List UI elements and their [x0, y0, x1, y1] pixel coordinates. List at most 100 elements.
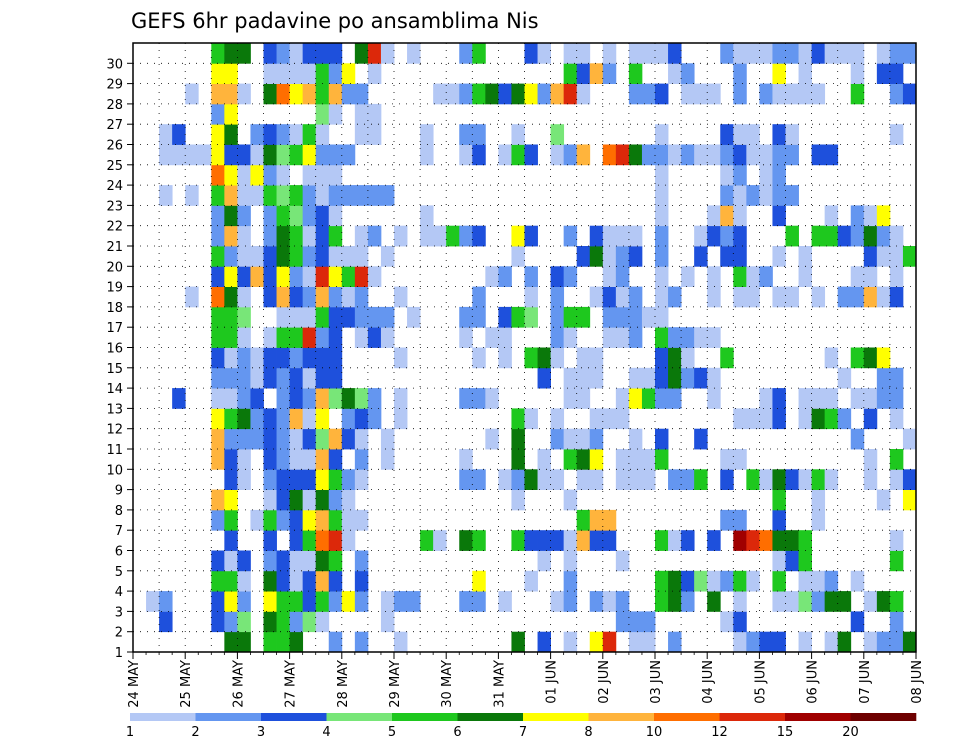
heatmap-cell: [707, 388, 721, 409]
heatmap-cell: [302, 611, 317, 633]
heatmap-cell: [628, 43, 643, 64]
heatmap-cell: [668, 144, 682, 166]
heatmap-cell: [772, 570, 786, 592]
heatmap-cell: [811, 469, 826, 490]
heatmap-cell: [811, 286, 826, 308]
heatmap-cell: [524, 144, 538, 166]
heatmap-cell: [276, 550, 290, 572]
heatmap-cell: [550, 286, 565, 308]
heatmap-cell: [472, 388, 486, 409]
heatmap-cell: [315, 570, 330, 592]
colorbar-label: 8: [584, 725, 592, 740]
heatmap-cell: [302, 164, 317, 186]
heatmap-cell: [524, 286, 538, 308]
heatmap-cell: [681, 327, 695, 348]
heatmap-cell: [707, 225, 721, 247]
heatmap-cell: [341, 185, 356, 206]
heatmap-cell: [537, 550, 551, 572]
heatmap-cell: [655, 83, 669, 105]
heatmap-cell: [798, 63, 812, 84]
heatmap-cell: [902, 469, 917, 490]
heatmap-cell: [407, 306, 421, 328]
heatmap-cell: [354, 428, 369, 450]
heatmap-cell: [446, 83, 460, 105]
heatmap-cell: [733, 449, 747, 470]
heatmap-cell: [694, 367, 708, 389]
heatmap-cell: [537, 347, 551, 369]
heatmap-cell: [289, 83, 304, 105]
heatmap-cell: [589, 631, 604, 653]
heatmap-cell: [485, 388, 499, 409]
heatmap-cell: [563, 530, 578, 551]
heatmap-cell: [263, 43, 277, 64]
heatmap-cell: [772, 43, 786, 64]
heatmap-cell: [237, 347, 251, 369]
heatmap-cell: [746, 185, 760, 206]
heatmap-cell: [224, 63, 238, 84]
heatmap-cell: [759, 83, 773, 105]
heatmap-cell: [602, 631, 617, 653]
heatmap-cell: [524, 306, 538, 328]
heatmap-cell: [798, 631, 812, 653]
heatmap-cell: [837, 408, 852, 430]
heatmap-cell: [172, 388, 186, 409]
heatmap-cell: [263, 327, 277, 348]
x-tick-label: 26 MAY: [231, 660, 246, 708]
heatmap-cell: [615, 591, 630, 612]
heatmap-cell: [876, 43, 891, 64]
heatmap-cell: [837, 286, 852, 308]
heatmap-cell: [733, 570, 747, 592]
heatmap-cell: [302, 570, 317, 592]
heatmap-cell: [328, 550, 343, 572]
heatmap-cell: [276, 246, 290, 267]
heatmap-cell: [185, 286, 199, 308]
heatmap-cell: [354, 266, 369, 287]
heatmap-cell: [876, 63, 891, 84]
heatmap-cell: [224, 266, 238, 287]
x-tick-label: 28 MAY: [336, 660, 351, 708]
heatmap-cell: [250, 347, 264, 369]
heatmap-cell: [328, 530, 343, 551]
heatmap-cell: [576, 530, 591, 551]
heatmap-cell: [315, 449, 330, 470]
heatmap-cell: [263, 83, 277, 105]
heatmap-cell: [824, 469, 839, 490]
heatmap-cell: [315, 164, 330, 186]
y-tick-label: 21: [106, 240, 123, 255]
heatmap-cell: [563, 327, 578, 348]
heatmap-cell: [563, 225, 578, 247]
heatmap-cell: [380, 611, 395, 633]
heatmap-cell: [302, 286, 317, 308]
heatmap-cell: [237, 83, 251, 105]
heatmap-cell: [733, 631, 747, 653]
heatmap-cell: [289, 469, 304, 490]
heatmap-cell: [785, 530, 799, 551]
heatmap-cell: [655, 205, 669, 227]
heatmap-cell: [589, 449, 604, 470]
heatmap-cell: [733, 83, 747, 105]
y-tick-label: 7: [115, 524, 123, 539]
heatmap-cell: [276, 489, 290, 511]
heatmap-cell: [576, 428, 591, 450]
heatmap-cell: [772, 489, 786, 511]
heatmap-cell: [850, 611, 865, 633]
heatmap-cell: [563, 266, 578, 287]
heatmap-cell: [380, 591, 395, 612]
heatmap-cell: [602, 266, 617, 287]
heatmap-cell: [889, 611, 904, 633]
heatmap-cell: [276, 388, 290, 409]
heatmap-cell: [276, 144, 290, 166]
heatmap-cell: [759, 530, 773, 551]
heatmap-cell: [315, 469, 330, 490]
heatmap-cell: [589, 469, 604, 490]
heatmap-cell: [328, 327, 343, 348]
heatmap-cell: [694, 225, 708, 247]
heatmap-cell: [328, 570, 343, 592]
x-tick-label: 08 JUN: [910, 660, 925, 704]
heatmap-cell: [250, 428, 264, 450]
heatmap-cell: [550, 530, 565, 551]
y-tick-label: 8: [115, 504, 123, 519]
heatmap-cell: [315, 489, 330, 511]
heatmap-cell: [524, 570, 538, 592]
heatmap-cell: [328, 306, 343, 328]
